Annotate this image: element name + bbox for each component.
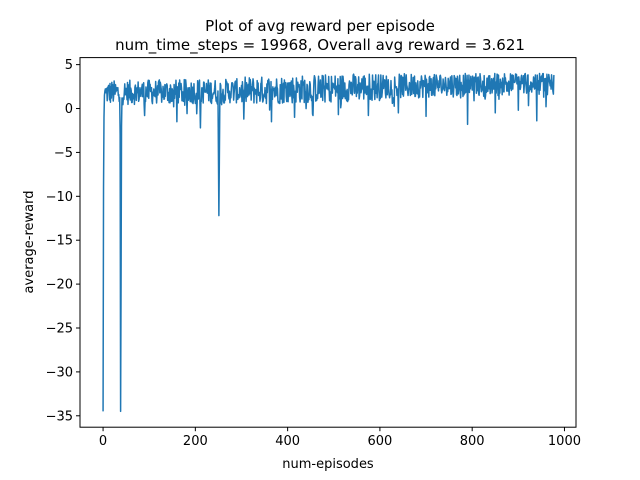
x-axis-label: num-episodes — [282, 457, 374, 472]
x-tick-label: 200 — [183, 434, 208, 449]
axes-frame — [79, 57, 577, 428]
chart-title: Plot of avg reward per episode — [205, 17, 435, 35]
series-line — [102, 72, 555, 413]
axis-ticks: 0 200 400 600 800 1000 5 0 −5 −10 −15 −20 −25 −30 −35 — [46, 58, 581, 449]
y-tick-label: 5 — [65, 58, 73, 73]
y-tick-label: −15 — [46, 234, 73, 249]
x-tick-label: 1000 — [548, 434, 581, 449]
y-tick-label: −35 — [46, 409, 73, 424]
chart-subtitle: num_time_steps = 19968, Overall avg rewa… — [115, 36, 525, 55]
y-tick-label: −10 — [46, 190, 73, 205]
x-tick-label: 600 — [367, 434, 392, 449]
y-tick-label: 0 — [65, 102, 73, 117]
x-tick-label: 400 — [275, 434, 300, 449]
y-tick-label: −30 — [46, 365, 73, 380]
x-tick-label: 0 — [99, 434, 107, 449]
y-tick-label: −5 — [54, 146, 73, 161]
y-tick-label: −25 — [46, 321, 73, 336]
y-tick-label: −20 — [46, 278, 73, 293]
x-tick-label: 800 — [460, 434, 485, 449]
y-axis-label: average-reward — [22, 191, 37, 294]
plot-area — [102, 72, 555, 413]
